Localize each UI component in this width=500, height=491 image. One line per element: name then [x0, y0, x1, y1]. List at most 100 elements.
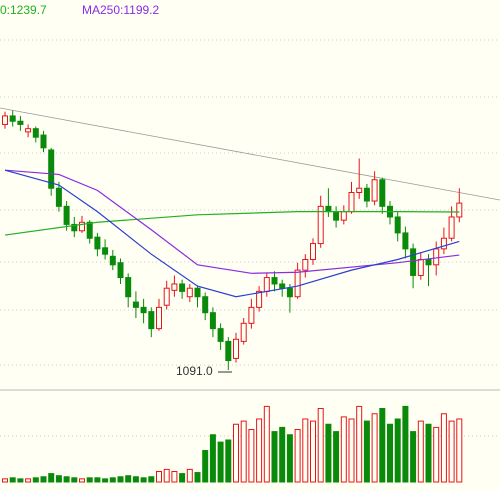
volume-bar [9, 477, 16, 483]
volume-bar [40, 476, 47, 483]
candle-body [271, 277, 278, 285]
candle-body [348, 192, 355, 213]
candle-body [310, 243, 316, 261]
volume-bar [325, 423, 332, 483]
candle-body [410, 248, 417, 276]
volume-bar [132, 476, 139, 483]
ma-legend: MA250:1199.2 [82, 3, 159, 17]
candle-body [248, 306, 255, 324]
volume-bar [125, 475, 132, 483]
volume-bar [163, 468, 170, 483]
volume-bar [94, 477, 101, 483]
volume-bar [433, 426, 440, 483]
volume-bar [248, 429, 255, 483]
volume-bar [302, 418, 309, 483]
candle-body [48, 149, 55, 189]
candle-body [440, 237, 447, 250]
candle-body [256, 290, 263, 308]
volume-bar [32, 477, 39, 483]
volume-bar [410, 431, 417, 483]
candle-body [117, 262, 124, 279]
volume-bar [440, 413, 447, 483]
candle-body [2, 115, 8, 125]
volume-bar [2, 478, 8, 483]
candle-body [171, 283, 178, 291]
candle-body [340, 211, 347, 221]
volume-bar [310, 420, 316, 483]
candle-body [233, 338, 239, 359]
volume-bar [271, 431, 278, 483]
volume-bar [25, 478, 32, 483]
candle-body [356, 187, 363, 193]
volume-bar [79, 478, 85, 483]
candle-body [55, 187, 62, 207]
volume-bar [317, 408, 324, 483]
candle-body [417, 259, 424, 276]
volume-bar [71, 477, 78, 483]
volume-bar [225, 439, 232, 483]
volume-bar [448, 420, 455, 483]
volume-bar [102, 478, 109, 483]
volume-bar [348, 418, 355, 483]
volume-bar [109, 477, 116, 483]
candle-body [202, 296, 209, 314]
volume-bar [417, 420, 424, 483]
volume-bar [387, 423, 393, 483]
candle-body [333, 211, 340, 221]
candle-body [156, 306, 162, 330]
volume-bar [286, 434, 293, 483]
candle-body [225, 340, 232, 362]
volume-bar [240, 420, 247, 483]
grid [0, 39, 500, 437]
low-annotation: 1091.0 [176, 364, 213, 378]
volume-bar [294, 429, 301, 483]
candle-body [363, 187, 370, 202]
volume-bar [233, 423, 239, 483]
candle-body [125, 277, 132, 298]
candle-body [148, 311, 155, 330]
volume-bar [148, 476, 155, 483]
volume-bar [86, 477, 93, 483]
volume-bar [217, 441, 224, 483]
candle-body [140, 306, 147, 314]
ma-line [4, 169, 460, 298]
ma-line [4, 211, 460, 236]
volume-bar [55, 475, 62, 483]
candle-body [448, 216, 455, 239]
volume-bar [340, 416, 347, 483]
candle-body [17, 120, 24, 125]
candle-body [240, 322, 247, 342]
candle-body [163, 287, 170, 306]
candle-body [217, 328, 224, 342]
candle-body [371, 179, 378, 202]
volume-bar [456, 418, 463, 483]
volume-bar [171, 471, 178, 483]
candle-body [25, 128, 32, 133]
candle-body [109, 255, 116, 266]
candle-body [132, 301, 139, 308]
candle-body [40, 134, 47, 149]
candle-body [402, 232, 409, 250]
volume-bar [117, 476, 124, 483]
candle-body [63, 205, 70, 225]
candle-body [425, 259, 432, 266]
volume-bar [156, 471, 162, 483]
volume-bar [263, 405, 270, 483]
volume-bar [17, 478, 24, 483]
candle-body [9, 115, 16, 122]
volume-bar [379, 408, 386, 483]
candle-body [32, 128, 39, 138]
candle-body [94, 236, 101, 250]
volume-bar [202, 450, 209, 483]
volume-bar [402, 405, 409, 483]
ma-line [4, 169, 460, 274]
candle-body [317, 205, 324, 245]
candle-body [302, 259, 309, 271]
ma-legend: 0:1239.7 [0, 3, 47, 17]
candle-body [209, 312, 216, 330]
candle-body [194, 287, 201, 298]
candle-body [263, 277, 270, 292]
candle-body [286, 287, 293, 298]
volume-bar [363, 420, 370, 483]
